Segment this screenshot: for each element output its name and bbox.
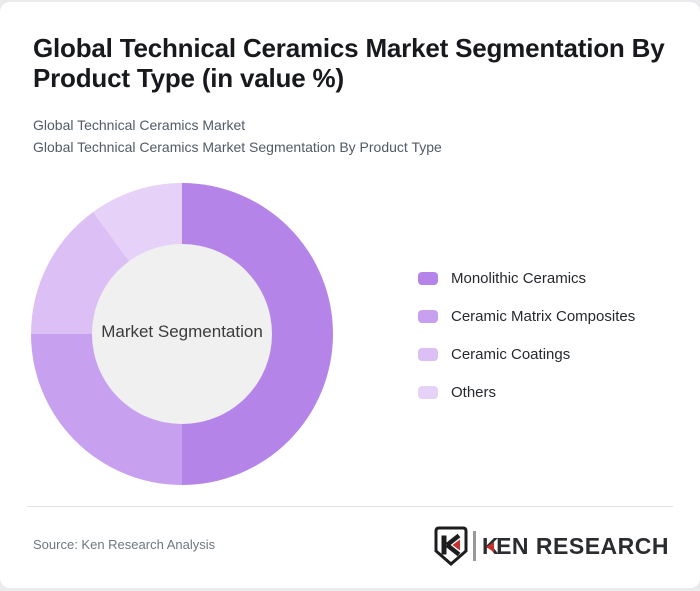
legend-label: Others (451, 383, 497, 401)
subtitle-line2: Global Technical Ceramics Market Segment… (33, 139, 442, 155)
chart-legend: Monolithic Ceramics Ceramic Matrix Compos… (418, 269, 636, 423)
ken-research-emblem-icon (434, 526, 468, 566)
legend-swatch (418, 385, 438, 399)
legend-item-ceramic-coatings[interactable]: Ceramic Coatings (418, 345, 635, 363)
emblem-red-triangle-icon (452, 539, 460, 551)
legend-swatch (418, 271, 438, 285)
legend-swatch (418, 309, 438, 323)
emblem-k-lower-arm (445, 543, 461, 557)
page-title-line2: Product Type (in value %) (33, 63, 344, 93)
wordmark-rest: EN RESEARCH (496, 532, 669, 559)
legend-swatch (418, 347, 438, 361)
source-note: Source: Ken Research Analysis (33, 537, 216, 552)
page-title-line1: Global Technical Ceramics Market Segment… (33, 33, 665, 63)
page-title: Global Technical Ceramics Market Segment… (33, 33, 665, 93)
footer-divider (27, 506, 673, 507)
emblem-k-upper-arm (445, 533, 461, 547)
ken-research-logo: K EN RESEARCH (434, 526, 669, 566)
logo-divider-bar (472, 531, 476, 561)
legend-item-others[interactable]: Others (418, 383, 635, 401)
wordmark-red-triangle-icon (486, 542, 495, 552)
legend-item-ceramic-matrix-composites[interactable]: Ceramic Matrix Composites (418, 307, 636, 325)
subtitle-block: Global Technical Ceramics Market Global … (33, 114, 442, 158)
legend-item-monolithic-ceramics[interactable]: Monolithic Ceramics (418, 269, 635, 287)
donut-svg (31, 183, 333, 485)
ken-research-wordmark: K EN RESEARCH (482, 533, 669, 560)
donut-inner-circle (92, 244, 272, 424)
legend-label: Ceramic Matrix Composites (451, 307, 636, 325)
legend-label: Monolithic Ceramics (451, 269, 587, 287)
legend-label: Ceramic Coatings (451, 345, 571, 363)
donut-chart: Market Segmentation (22, 174, 342, 494)
subtitle-line1: Global Technical Ceramics Market (33, 117, 246, 133)
donut-center-label: Market Segmentation (101, 322, 263, 341)
